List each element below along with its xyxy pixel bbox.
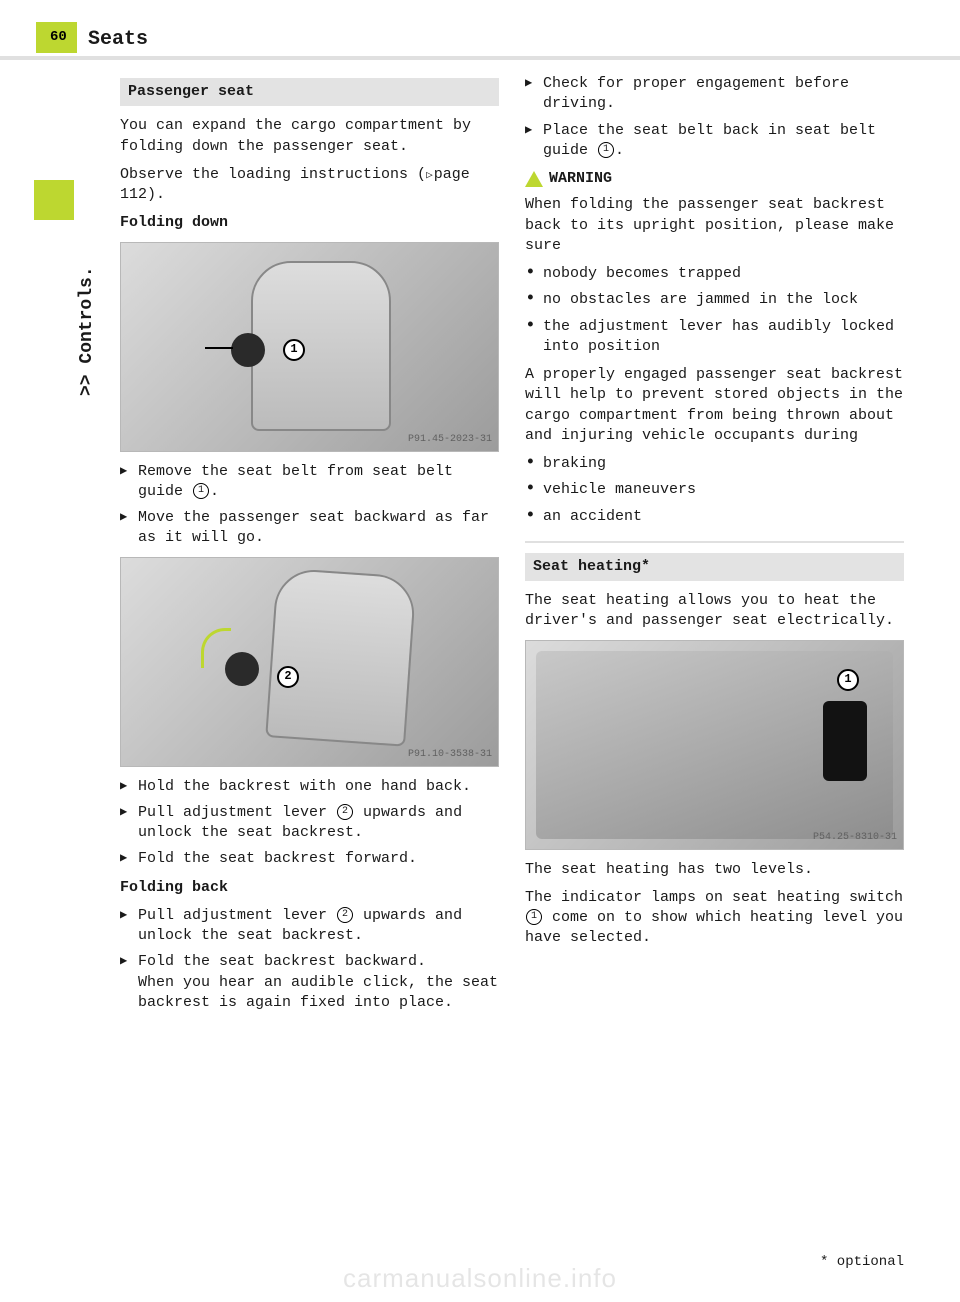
step: ▶ Hold the backrest with one hand back. <box>120 777 499 797</box>
warning-title: WARNING <box>549 169 612 189</box>
figure-adjustment-lever: 2 P91.10-3538-31 <box>120 557 499 767</box>
ref-2-icon: 2 <box>337 907 353 923</box>
step-marker-icon: ▶ <box>120 508 138 527</box>
intro-paragraph-2: Observe the loading instructions (page 1… <box>120 165 499 206</box>
step: ▶ Fold the seat backrest backward. When … <box>120 952 499 1013</box>
warning-header: WARNING <box>525 169 904 189</box>
side-tab <box>34 180 74 220</box>
bullet: •no obstacles are jammed in the lock <box>525 290 904 310</box>
callout-1: 1 <box>283 339 305 361</box>
content: Passenger seat You can expand the cargo … <box>0 74 960 1021</box>
left-column: Passenger seat You can expand the cargo … <box>120 74 499 1021</box>
subheading-folding-down: Folding down <box>120 213 499 233</box>
ref-1-icon: 1 <box>598 142 614 158</box>
bullet: •an accident <box>525 507 904 527</box>
step: ▶ Pull adjustment lever 2 upwards and un… <box>120 803 499 844</box>
figure-code: P54.25-8310-31 <box>813 831 897 845</box>
figure-seat-heating-switch: 1 P54.25-8310-31 <box>525 640 904 850</box>
optional-note: * optional <box>820 1253 904 1272</box>
watermark: carmanualsonline.info <box>0 1261 960 1296</box>
subheading-folding-back: Folding back <box>120 878 499 898</box>
step-list-2: ▶ Hold the backrest with one hand back. … <box>120 777 499 870</box>
step-list-3: ▶ Pull adjustment lever 2 upwards and un… <box>120 906 499 1013</box>
step-marker-icon: ▶ <box>525 74 543 93</box>
warning-triangle-icon <box>525 171 543 187</box>
intro-paragraph-1: You can expand the cargo compartment by … <box>120 116 499 157</box>
figure-code: P91.45-2023-31 <box>408 433 492 447</box>
step-marker-icon: ▶ <box>120 952 138 971</box>
heating-paragraph-3: The indicator lamps on seat heating swit… <box>525 888 904 949</box>
bullet: •vehicle maneuvers <box>525 480 904 500</box>
bullet: •the adjustment lever has audibly locked… <box>525 317 904 358</box>
side-nav-label: >> Controls. <box>75 266 99 396</box>
step: ▶ Move the passenger seat backward as fa… <box>120 508 499 549</box>
bullet: •braking <box>525 454 904 474</box>
figure-seat-belt-guide: 1 P91.45-2023-31 <box>120 242 499 452</box>
step-marker-icon: ▶ <box>120 906 138 925</box>
figure-code: P91.10-3538-31 <box>408 748 492 762</box>
heating-paragraph-1: The seat heating allows you to heat the … <box>525 591 904 632</box>
callout-1: 1 <box>837 669 859 691</box>
step: ▶ Fold the seat backrest forward. <box>120 849 499 869</box>
bullet: •nobody becomes trapped <box>525 264 904 284</box>
warning-bullets-2: •braking •vehicle maneuvers •an accident <box>525 454 904 527</box>
step-marker-icon: ▶ <box>120 777 138 796</box>
heading-passenger-seat: Passenger seat <box>120 78 499 106</box>
page-title: Seats <box>88 26 148 53</box>
warning-paragraph: When folding the passenger seat backrest… <box>525 195 904 256</box>
step-marker-icon: ▶ <box>120 803 138 822</box>
callout-2: 2 <box>277 666 299 688</box>
ref-2-icon: 2 <box>337 804 353 820</box>
warning-box: WARNING When folding the passenger seat … <box>525 169 904 527</box>
step: ▶ Pull adjustment lever 2 upwards and un… <box>120 906 499 947</box>
step-list-top: ▶ Check for proper engagement before dri… <box>525 74 904 161</box>
warning-bullets-1: •nobody becomes trapped •no obstacles ar… <box>525 264 904 357</box>
step-marker-icon: ▶ <box>120 462 138 481</box>
step-marker-icon: ▶ <box>120 849 138 868</box>
right-column: ▶ Check for proper engagement before dri… <box>525 74 904 1021</box>
step: ▶ Place the seat belt back in seat belt … <box>525 121 904 162</box>
step: ▶ Check for proper engagement before dri… <box>525 74 904 115</box>
warning-paragraph: A properly engaged passenger seat backre… <box>525 365 904 446</box>
ref-1-icon: 1 <box>193 483 209 499</box>
separator <box>525 541 904 543</box>
page-ref-icon <box>426 166 434 183</box>
page-number: 60 <box>36 22 77 53</box>
heading-seat-heating: Seat heating* <box>525 553 904 581</box>
page-header: 60 Seats <box>0 0 960 60</box>
heating-paragraph-2: The seat heating has two levels. <box>525 860 904 880</box>
ref-1-icon: 1 <box>526 909 542 925</box>
step-marker-icon: ▶ <box>525 121 543 140</box>
step-list-1: ▶ Remove the seat belt from seat belt gu… <box>120 462 499 549</box>
step: ▶ Remove the seat belt from seat belt gu… <box>120 462 499 503</box>
